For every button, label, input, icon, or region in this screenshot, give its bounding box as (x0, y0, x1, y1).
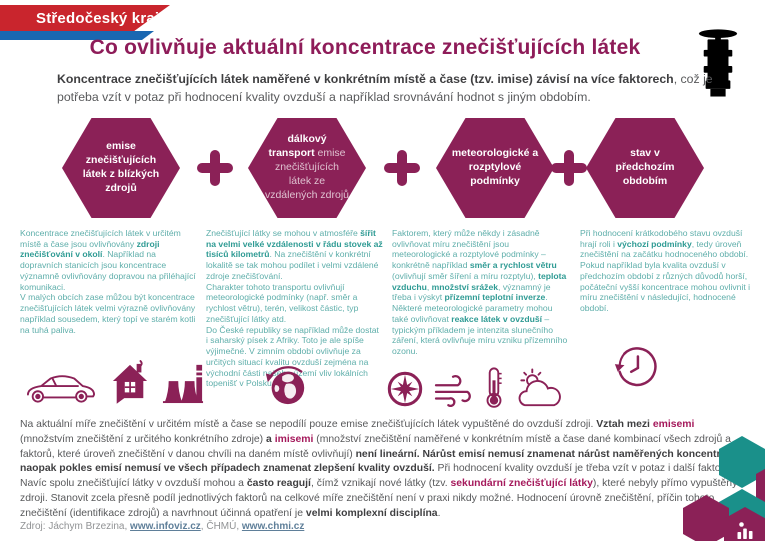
factor-hex-meteo-conditions: meteorologické a rozptylové podmínky (436, 118, 554, 218)
compass-icon (386, 370, 424, 408)
meteo-icons (386, 366, 563, 408)
column-meteo-text: Faktorem, který může někdy i zásadně ovl… (392, 228, 568, 357)
column-transport-text: Znečišťující látky se mohou v atmosféře … (206, 228, 383, 389)
house-icon (111, 358, 149, 404)
thermometer-icon (484, 366, 504, 408)
plus-icon (551, 150, 587, 186)
source-link[interactable]: www.chmi.cz (241, 521, 305, 532)
hex-label: emise znečišťujících látek z blízkých zd… (82, 140, 160, 194)
deco-hexagon-magenta (756, 461, 765, 513)
car-icon (24, 370, 98, 404)
hex-label: meteorologické a rozptylové podmínky (451, 147, 539, 187)
hex-label: dálkový transport emise znečišťujících l… (264, 133, 350, 201)
source-link[interactable]: www.infoviz.cz (130, 521, 201, 532)
local-sources-icons (24, 358, 204, 404)
intro-paragraph: Koncentrace znečišťujících látek naměřen… (57, 72, 713, 105)
globe-transport-icon (263, 362, 309, 408)
banner-blue-stripe (0, 31, 154, 40)
factory-icon (162, 362, 204, 404)
factor-hex-local-emissions: emise znečišťujících látek z blízkých zd… (62, 118, 180, 218)
region-banner-label: Středočeský kraj (36, 9, 160, 27)
plus-icon (197, 150, 233, 186)
summary-paragraph: Na aktuální míře znečištění v určitém mí… (20, 419, 747, 519)
infoviz-barchart-icon (735, 521, 755, 541)
hex-label: stav v předchozím obdobím (615, 147, 675, 187)
previous-period-icons (612, 340, 660, 394)
history-clock-icon (612, 340, 660, 394)
column-local-emissions-text: Koncentrace znečišťujících látek v určit… (20, 228, 196, 335)
column-previous-period-text: Při hodnocení krátkodobého stavu ovzduší… (580, 228, 751, 314)
region-banner: Středočeský kraj (0, 5, 170, 31)
plus-icon (384, 150, 420, 186)
wind-icon (433, 372, 475, 408)
source-line: Zdroj: Jáchym Brzezina, www.infoviz.cz, … (20, 521, 305, 532)
transport-icons (263, 362, 309, 408)
page-title: Co ovlivňuje aktuální koncentrace znečiš… (89, 36, 641, 59)
sun-cloud-icon (513, 368, 563, 408)
factor-hex-long-range-transport: dálkový transport emise znečišťujících l… (248, 118, 366, 218)
factor-hex-previous-period: stav v předchozím obdobím (586, 118, 704, 218)
air-monitor-device-icon (697, 27, 739, 107)
